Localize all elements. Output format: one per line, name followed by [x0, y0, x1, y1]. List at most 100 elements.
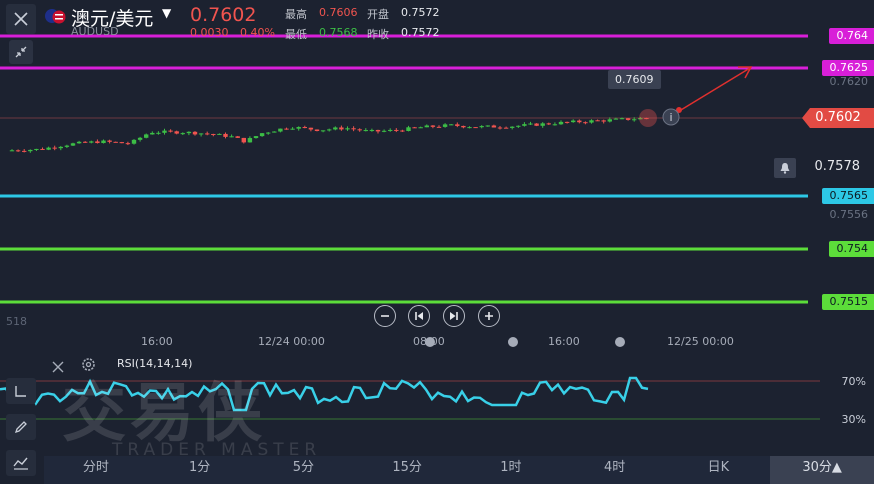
indicator-settings-button[interactable] [81, 357, 96, 376]
candle-body [107, 140, 112, 142]
tab-15m[interactable]: 15分 [392, 460, 422, 475]
pair-dropdown-icon[interactable]: ▼ [162, 6, 172, 20]
level-tag-magenta-top[interactable]: 0.764 [828, 28, 874, 44]
candle-body [552, 124, 558, 126]
candle-body [632, 119, 637, 121]
watermark-brand-en: TRADER MASTER [112, 440, 322, 460]
indicator-tool-button[interactable] [6, 450, 36, 476]
tab-timeshare[interactable]: 分时 [82, 460, 109, 475]
pair-code: AUDUSD [71, 25, 119, 38]
candle-body [497, 127, 503, 129]
jump-end-button[interactable] [443, 305, 465, 327]
candle-body [607, 119, 612, 122]
candle-body [58, 146, 63, 149]
tab-1m[interactable]: 1分 [188, 460, 211, 475]
candle-body [583, 122, 588, 124]
candle-body [485, 125, 490, 127]
candle-body [479, 126, 484, 128]
plus-icon [485, 312, 493, 320]
pencil-icon [14, 421, 27, 434]
candle-body [235, 136, 240, 138]
low-label: 最低 [285, 28, 307, 41]
level-tag-magenta-2[interactable]: 0.7625 [821, 60, 874, 76]
current-price-tag: 0.7602 [802, 108, 874, 128]
trend-arrow[interactable] [670, 67, 751, 117]
timeframe-tabs: 分时 1分 5分 15分 1时 4时 日K 30分▲ [44, 456, 874, 484]
candle-body [558, 121, 564, 125]
event-marker[interactable] [615, 337, 625, 347]
candle-body [473, 127, 478, 129]
candle-body [253, 136, 259, 139]
time-tick-1: 12/24 00:00 [258, 335, 325, 348]
event-marker[interactable] [508, 337, 518, 347]
event-marker[interactable] [425, 337, 435, 347]
tab-30m[interactable]: 30分▲ [770, 456, 874, 484]
info-icon-glyph: i [669, 111, 672, 124]
close-icon [52, 361, 64, 373]
high-label: 最高 [285, 8, 307, 21]
candle-body [186, 131, 192, 134]
level-tag-cyan[interactable]: 0.7565 [821, 188, 874, 204]
candle-body [491, 125, 497, 128]
rsi-panel [0, 376, 820, 420]
candle-body [308, 127, 314, 130]
candle-body [150, 132, 155, 135]
candle-body [205, 133, 210, 135]
close-icon [14, 12, 28, 26]
candle-body [15, 150, 21, 152]
tab-5m[interactable]: 5分 [292, 460, 315, 475]
candle-body [192, 131, 198, 135]
jump-start-button[interactable] [408, 305, 430, 327]
candle-body [577, 120, 582, 123]
candle-body [302, 127, 307, 129]
candle-body [137, 137, 143, 140]
candle-body [125, 143, 131, 145]
candle-body [101, 140, 106, 144]
time-tick-0: 16:00 [141, 335, 173, 348]
left-edge-value: 518 [6, 315, 27, 328]
watermark-brand: 交易侠 [62, 377, 266, 451]
last-price: 0.7602 [190, 4, 257, 26]
candle-body [546, 123, 551, 125]
tab-daily[interactable]: 日K [707, 460, 730, 475]
pencil-tool-button[interactable] [6, 414, 36, 440]
chart-grid [0, 117, 800, 303]
pair-name[interactable]: 澳元/美元 [71, 8, 154, 30]
rsi-line [0, 376, 649, 412]
candle-body [430, 125, 436, 127]
info-icon[interactable] [662, 108, 680, 126]
draw-tool-button[interactable] [6, 378, 36, 404]
time-tick-3: 16:00 [548, 335, 580, 348]
candle-body [52, 147, 57, 149]
level-tag-green-1[interactable]: 0.754 [828, 241, 874, 257]
candle-body [540, 123, 545, 126]
arrow-anchor [676, 107, 682, 113]
candle-body [357, 129, 362, 131]
candle-body [528, 123, 533, 125]
level-tag-green-2[interactable]: 0.7515 [821, 294, 874, 310]
candle-body [625, 118, 631, 120]
current-price-glow [639, 109, 657, 127]
axis-label-7556: 0.7556 [829, 208, 869, 221]
candle-body [339, 127, 344, 130]
zoom-out-button[interactable] [374, 305, 396, 327]
rsi-level-low: 30% [841, 413, 866, 426]
candle-body [131, 139, 137, 144]
prev-close-value: 0.7572 [401, 26, 440, 39]
candle-body [595, 120, 600, 122]
alert-price-label: 0.7578 [814, 159, 861, 174]
close-button[interactable] [6, 4, 36, 34]
collapse-button[interactable] [9, 40, 33, 64]
open-value: 0.7572 [401, 6, 440, 19]
close-indicator-button[interactable] [52, 358, 64, 377]
candle-body [510, 126, 515, 128]
alert-bell-button[interactable] [774, 158, 796, 178]
tab-4h[interactable]: 4时 [603, 460, 626, 475]
indicator-name: RSI(14,14,14) [117, 357, 193, 370]
candle-body [144, 134, 149, 138]
tab-1h[interactable]: 1时 [500, 460, 522, 475]
candle-body [64, 145, 70, 147]
zoom-in-button[interactable] [478, 305, 500, 327]
candle-body [70, 143, 76, 146]
candles-group [9, 116, 649, 153]
